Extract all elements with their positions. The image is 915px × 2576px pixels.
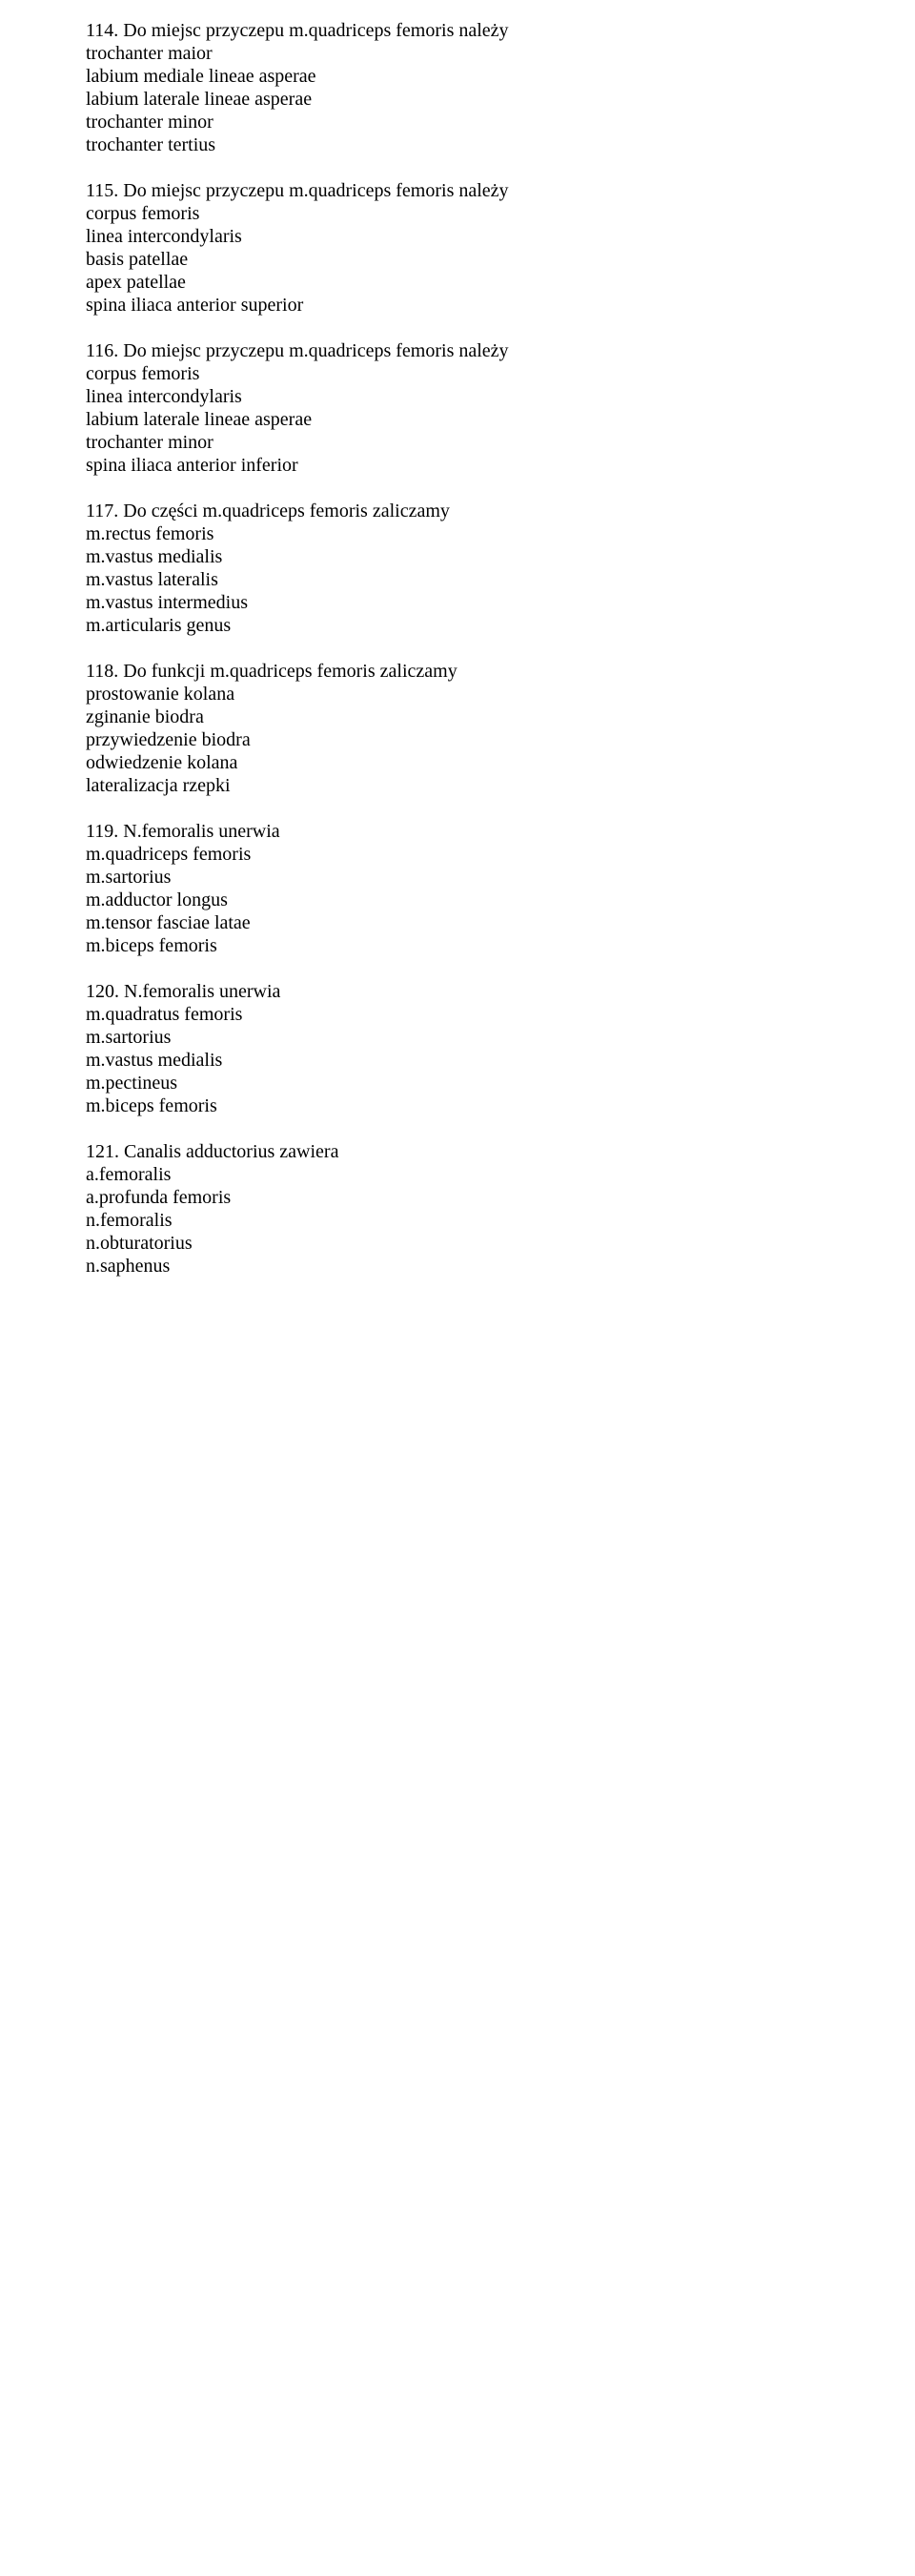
answer-line: basis patellae <box>86 248 829 271</box>
answer-line: trochanter minor <box>86 431 829 454</box>
answer-line: n.saphenus <box>86 1255 829 1278</box>
answer-line: m.quadratus femoris <box>86 1003 829 1026</box>
question-title: 116. Do miejsc przyczepu m.quadriceps fe… <box>86 339 829 362</box>
answer-line: odwiedzenie kolana <box>86 751 829 774</box>
answer-line: przywiedzenie biodra <box>86 728 829 751</box>
question-title: 121. Canalis adductorius zawiera <box>86 1140 829 1163</box>
answer-line: m.tensor fasciae latae <box>86 911 829 934</box>
answer-line: m.quadriceps femoris <box>86 843 829 866</box>
answer-line: zginanie biodra <box>86 705 829 728</box>
answer-line: labium mediale lineae asperae <box>86 65 829 88</box>
answer-line: linea intercondylaris <box>86 225 829 248</box>
answer-line: m.sartorius <box>86 866 829 889</box>
question-title: 114. Do miejsc przyczepu m.quadriceps fe… <box>86 19 829 42</box>
answer-line: trochanter maior <box>86 42 829 65</box>
question-block: 114. Do miejsc przyczepu m.quadriceps fe… <box>86 19 829 156</box>
answer-line: spina iliaca anterior superior <box>86 294 829 317</box>
answer-line: a.femoralis <box>86 1163 829 1186</box>
question-title: 120. N.femoralis unerwia <box>86 980 829 1003</box>
question-block: 115. Do miejsc przyczepu m.quadriceps fe… <box>86 179 829 317</box>
answer-line: n.femoralis <box>86 1209 829 1232</box>
answer-line: m.biceps femoris <box>86 1094 829 1117</box>
answer-line: spina iliaca anterior inferior <box>86 454 829 477</box>
question-title: 115. Do miejsc przyczepu m.quadriceps fe… <box>86 179 829 202</box>
answer-line: corpus femoris <box>86 362 829 385</box>
answer-line: n.obturatorius <box>86 1232 829 1255</box>
answer-line: m.biceps femoris <box>86 934 829 957</box>
question-block: 120. N.femoralis unerwiam.quadratus femo… <box>86 980 829 1117</box>
answer-line: m.vastus intermedius <box>86 591 829 614</box>
question-block: 121. Canalis adductorius zawieraa.femora… <box>86 1140 829 1278</box>
answer-line: corpus femoris <box>86 202 829 225</box>
question-title: 119. N.femoralis unerwia <box>86 820 829 843</box>
answer-line: m.vastus medialis <box>86 545 829 568</box>
answer-line: lateralizacja rzepki <box>86 774 829 797</box>
answer-line: m.articularis genus <box>86 614 829 637</box>
answer-line: trochanter minor <box>86 111 829 133</box>
question-title: 117. Do części m.quadriceps femoris zali… <box>86 500 829 522</box>
answer-line: m.vastus lateralis <box>86 568 829 591</box>
question-block: 118. Do funkcji m.quadriceps femoris zal… <box>86 660 829 797</box>
answer-line: linea intercondylaris <box>86 385 829 408</box>
answer-line: m.vastus medialis <box>86 1049 829 1072</box>
answer-line: prostowanie kolana <box>86 683 829 705</box>
answer-line: labium laterale lineae asperae <box>86 88 829 111</box>
answer-line: m.rectus femoris <box>86 522 829 545</box>
question-block: 116. Do miejsc przyczepu m.quadriceps fe… <box>86 339 829 477</box>
question-title: 118. Do funkcji m.quadriceps femoris zal… <box>86 660 829 683</box>
answer-line: m.adductor longus <box>86 889 829 911</box>
answer-line: a.profunda femoris <box>86 1186 829 1209</box>
answer-line: trochanter tertius <box>86 133 829 156</box>
answer-line: m.sartorius <box>86 1026 829 1049</box>
question-block: 117. Do części m.quadriceps femoris zali… <box>86 500 829 637</box>
question-block: 119. N.femoralis unerwiam.quadriceps fem… <box>86 820 829 957</box>
document-page: 114. Do miejsc przyczepu m.quadriceps fe… <box>0 0 915 1339</box>
answer-line: apex patellae <box>86 271 829 294</box>
answer-line: labium laterale lineae asperae <box>86 408 829 431</box>
answer-line: m.pectineus <box>86 1072 829 1094</box>
